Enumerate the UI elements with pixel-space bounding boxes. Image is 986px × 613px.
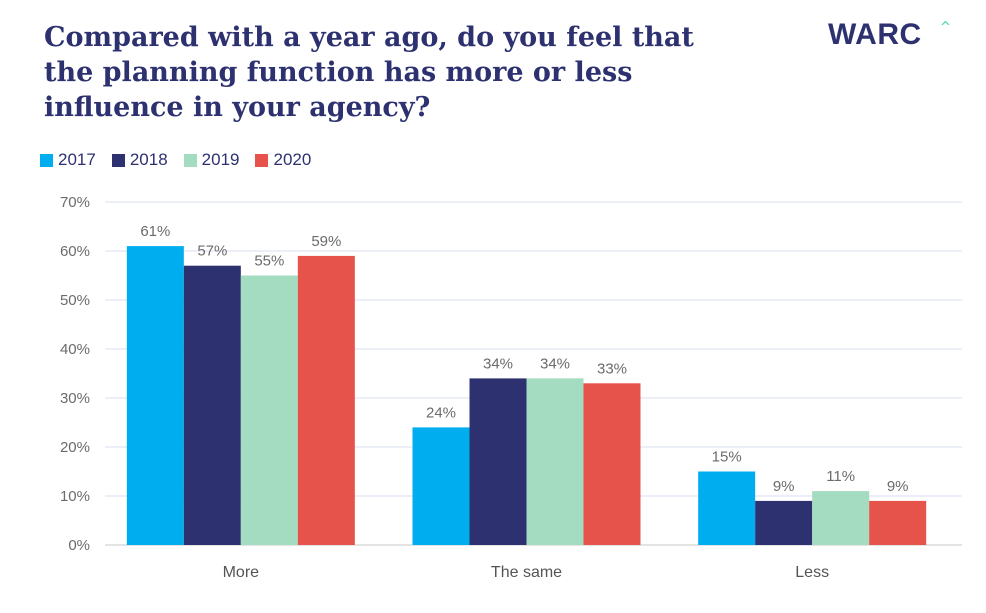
bar-2020-0 (297, 255, 355, 545)
data-label: 24% (426, 404, 456, 421)
legend-item-2019: 2019 (183, 150, 240, 170)
y-tick-label: 50% (60, 292, 90, 309)
bar-2017-1 (412, 427, 470, 545)
legend-swatch (40, 153, 53, 167)
x-category-label: More (223, 564, 260, 581)
legend-label: 2017 (58, 150, 96, 169)
bar-2018-1 (469, 378, 527, 545)
y-tick-label: 20% (60, 439, 90, 456)
logo-caret-icon: ^ (940, 20, 951, 35)
y-tick-label: 60% (60, 243, 90, 260)
y-tick-label: 70% (60, 194, 90, 211)
legend-item-2017: 2017 (40, 150, 96, 170)
y-axis-ticks: 0% 10% 20% 30% 40% 50% 60% 70% (60, 194, 90, 554)
data-label: 34% (483, 355, 513, 372)
legend-swatch (111, 153, 125, 167)
data-label: 55% (254, 253, 284, 270)
y-tick-label: 30% (60, 390, 90, 407)
legend-item-2018: 2018 (111, 150, 168, 170)
data-label: 61% (140, 223, 170, 240)
bar-2019-0 (240, 275, 298, 545)
legend-label: 2018 (129, 150, 168, 169)
data-label: 57% (197, 243, 227, 260)
warc-logo: WARC (828, 18, 922, 51)
y-tick-label: 0% (68, 537, 90, 554)
legend-label: 2020 (273, 150, 312, 169)
bar-2019-2 (812, 491, 870, 545)
x-axis-labels: More The same Less (223, 564, 829, 581)
x-category-label: The same (491, 564, 562, 581)
legend-item-2020: 2020 (255, 150, 311, 170)
y-tick-label: 10% (60, 488, 90, 505)
legend-label: 2019 (201, 150, 240, 169)
data-label: 11% (826, 468, 855, 485)
data-label: 9% (887, 478, 909, 495)
bar-2017-0 (126, 246, 184, 545)
bar-2018-2 (755, 500, 813, 545)
data-label: 9% (773, 478, 795, 495)
chart-title: Compared with a year ago, do you feel th… (44, 22, 694, 123)
bar-2019-1 (526, 378, 584, 545)
y-tick-label: 40% (60, 341, 90, 358)
bar-2020-2 (869, 500, 927, 545)
legend-swatch (183, 153, 197, 167)
chart-legend: 2017 2018 2019 2020 (40, 150, 311, 170)
bar-2020-1 (583, 383, 641, 545)
data-label: 59% (311, 233, 341, 250)
data-label: 15% (712, 449, 742, 466)
data-label: 33% (597, 360, 627, 377)
legend-swatch (255, 153, 269, 167)
data-labels: 61% 57% 55% 59% 24% 34% 34% 33% 15% 9% 11% 9% (140, 223, 908, 495)
x-category-label: Less (795, 564, 829, 581)
data-label: 34% (540, 355, 570, 372)
bar-2017-2 (698, 471, 756, 545)
bar-2018-0 (183, 265, 241, 545)
bars (126, 246, 927, 545)
